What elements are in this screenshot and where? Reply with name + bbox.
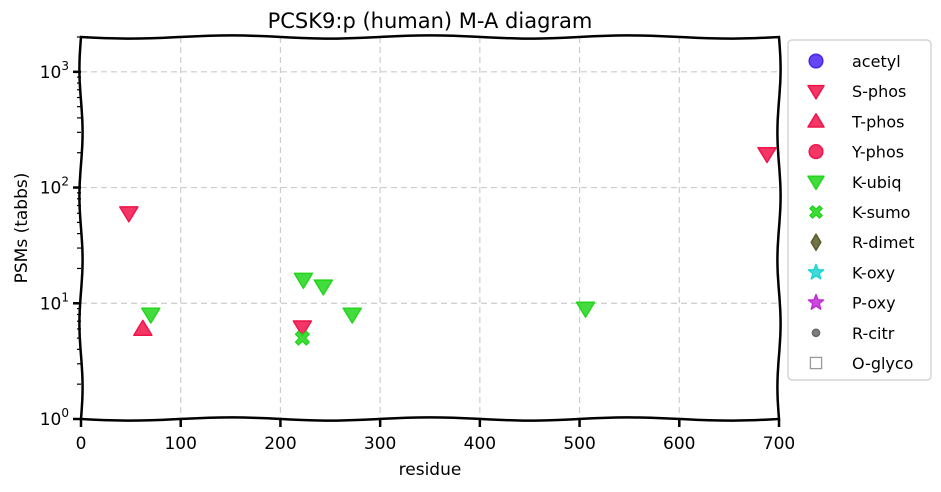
- data-point-s-phos: [757, 146, 777, 164]
- y-tick-label: 103: [40, 59, 69, 83]
- x-axis-label: residue: [399, 460, 462, 480]
- data-point-k-ubiq: [575, 301, 596, 318]
- x-tick-label: 400: [464, 434, 496, 454]
- legend-label-o-glyco: O-glyco: [852, 354, 913, 373]
- legend-marker-o-glyco: [809, 356, 823, 370]
- legend-marker-k-oxy: [807, 263, 825, 280]
- x-tick-label: 100: [164, 434, 196, 454]
- legend-marker-t-phos: [807, 113, 825, 128]
- x-tick-label: 700: [763, 434, 795, 454]
- legend-label-y-phos: Y-phos: [851, 143, 904, 162]
- data-point-k-sumo: [294, 330, 310, 346]
- legend-label-p-oxy: P-oxy: [852, 294, 896, 313]
- legend-label-k-oxy: K-oxy: [852, 263, 895, 282]
- legend: acetyl S-phos T-phos Y-phos K-ubiq K-sumo R-di…: [787, 39, 932, 381]
- x-tick-label: 500: [563, 434, 595, 454]
- legend-marker-y-phos: [808, 144, 824, 160]
- legend-label-acetyl: acetyl: [852, 52, 901, 71]
- x-axis-ticks: 0 100 200 300 400 500 600 700: [76, 419, 795, 454]
- legend-label-k-sumo: K-sumo: [852, 203, 910, 222]
- y-tick-label: 101: [40, 290, 69, 314]
- grid-lines: [81, 37, 779, 419]
- data-point-t-phos: [133, 319, 153, 337]
- x-tick-label: 600: [663, 434, 695, 454]
- y-tick-label: 100: [40, 406, 69, 430]
- legend-label-k-ubiq: K-ubiq: [852, 173, 901, 192]
- data-point-k-ubiq: [293, 272, 314, 289]
- data-point-k-ubiq: [141, 307, 161, 324]
- y-tick-label: 102: [40, 175, 69, 199]
- x-tick-label: 0: [76, 434, 87, 454]
- y-axis-label: PSMs (tabbs): [12, 173, 32, 284]
- data-point-s-phos: [292, 320, 313, 337]
- legend-label-s-phos: S-phos: [852, 82, 906, 101]
- legend-label-r-dimet: R-dimet: [852, 233, 915, 252]
- legend-label-t-phos: T-phos: [851, 112, 905, 131]
- data-points: [119, 146, 777, 346]
- plot-frame: [78, 34, 782, 422]
- y-axis-ticks: 100 101 102 103: [40, 36, 81, 430]
- x-tick-label: 300: [364, 434, 396, 454]
- data-point-k-ubiq: [342, 307, 362, 324]
- legend-marker-p-oxy: [807, 293, 825, 310]
- legend-label-r-citr: R-citr: [852, 324, 895, 343]
- data-point-s-phos: [119, 206, 139, 223]
- legend-marker-k-ubiq: [807, 175, 825, 191]
- legend-box: [787, 39, 932, 381]
- legend-marker-r-citr: [811, 328, 821, 338]
- legend-marker-r-dimet: [810, 233, 822, 251]
- legend-marker-s-phos: [807, 84, 825, 100]
- data-point-k-ubiq: [313, 279, 334, 296]
- legend-marker-k-sumo: [809, 205, 823, 219]
- chart-title: PCSK9:p (human) M-A diagram: [268, 9, 593, 33]
- legend-marker-acetyl: [808, 53, 824, 69]
- x-tick-label: 200: [264, 434, 296, 454]
